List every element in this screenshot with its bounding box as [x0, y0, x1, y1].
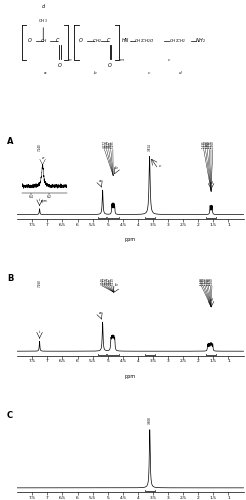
Text: C: C [7, 410, 13, 420]
Text: 3.814: 3.814 [148, 142, 152, 150]
Text: c: c [147, 70, 150, 74]
Text: 7.260: 7.260 [38, 280, 42, 287]
Text: d: d [210, 298, 213, 302]
Text: d: d [42, 4, 45, 9]
Text: m: m [120, 58, 123, 62]
Text: 4.177: 4.177 [103, 277, 107, 285]
Text: 1.575: 1.575 [209, 140, 213, 148]
Text: O: O [27, 38, 31, 44]
Text: O: O [108, 64, 112, 68]
Text: d: d [179, 70, 182, 74]
Text: 4.177: 4.177 [102, 140, 107, 148]
Text: ppm: ppm [125, 374, 136, 378]
Text: A: A [7, 138, 14, 146]
Text: 1.575: 1.575 [208, 278, 212, 285]
Text: 1.620: 1.620 [203, 140, 208, 148]
Text: 4.601: 4.601 [109, 277, 113, 285]
Text: 1.648: 1.648 [200, 277, 203, 285]
Text: 4.558: 4.558 [105, 140, 108, 148]
Text: 1.590: 1.590 [206, 278, 211, 285]
Text: 4.558: 4.558 [105, 278, 109, 285]
Text: c: c [158, 164, 161, 168]
Text: 1.605: 1.605 [205, 278, 209, 285]
Text: a: a [99, 179, 102, 183]
Text: a: a [99, 311, 102, 315]
Text: 3.608: 3.608 [148, 416, 152, 424]
Text: B: B [7, 274, 14, 283]
Text: d: d [210, 182, 213, 186]
Text: 1.635: 1.635 [202, 140, 206, 148]
Text: 1.605: 1.605 [205, 140, 209, 148]
Text: O: O [79, 38, 83, 44]
Text: n: n [68, 58, 71, 62]
Text: C: C [56, 38, 59, 44]
Text: ppm: ppm [125, 237, 136, 242]
Text: a: a [44, 70, 47, 74]
Text: CH$_2$: CH$_2$ [92, 37, 102, 44]
Text: i: i [39, 330, 40, 334]
Text: CH$_3$: CH$_3$ [38, 17, 48, 24]
Text: 1.560: 1.560 [211, 140, 215, 148]
Text: 7.240: 7.240 [38, 143, 42, 150]
Text: 1.620: 1.620 [203, 277, 207, 285]
Text: c: c [168, 58, 170, 62]
Text: 4.740: 4.740 [100, 277, 105, 285]
Text: HN: HN [122, 38, 129, 44]
Text: 5.213: 5.213 [111, 277, 115, 285]
Text: b: b [115, 283, 118, 287]
Text: 5.195: 5.195 [111, 140, 115, 148]
Text: b: b [115, 166, 118, 170]
Text: b: b [94, 70, 97, 74]
Text: 4.617: 4.617 [107, 140, 111, 148]
Text: CH$_2$CH$_2$: CH$_2$CH$_2$ [169, 37, 187, 44]
Text: 4.601: 4.601 [109, 140, 113, 148]
Text: 1.560: 1.560 [210, 278, 214, 285]
Text: 1.590: 1.590 [207, 140, 211, 148]
Text: CH: CH [41, 39, 47, 43]
Text: C: C [107, 38, 110, 44]
Text: i: i [39, 198, 40, 202]
Text: O: O [58, 64, 62, 68]
Text: 4.617: 4.617 [107, 277, 111, 285]
Text: 1.635: 1.635 [201, 277, 205, 285]
Text: NH$_2$: NH$_2$ [195, 36, 206, 46]
Text: CH$_2$CH$_2$O: CH$_2$CH$_2$O [134, 37, 155, 44]
